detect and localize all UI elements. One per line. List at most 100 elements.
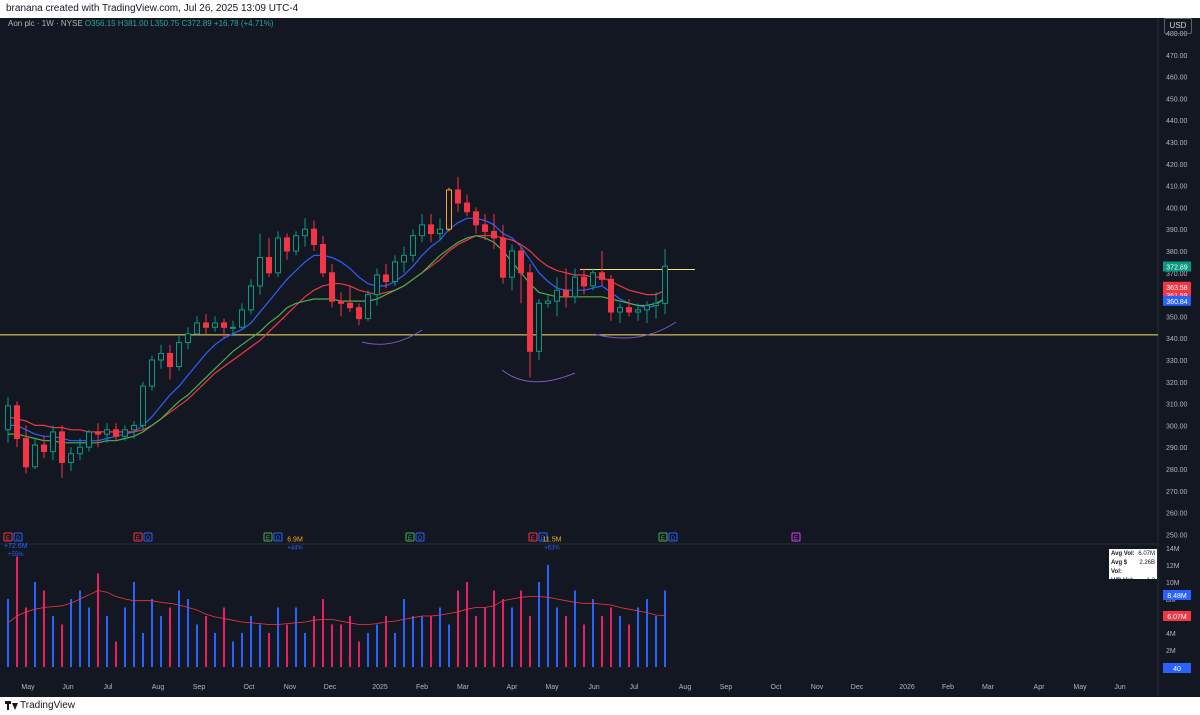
event-marker-label: E <box>266 536 270 542</box>
volume-bar <box>160 616 162 667</box>
time-tick-label: 2025 <box>372 684 388 691</box>
candle-body <box>446 189 452 230</box>
price-tick-label: 400.00 <box>1166 205 1188 212</box>
volume-bar <box>286 624 288 667</box>
volume-ma-line <box>7 590 666 625</box>
volume-bar <box>592 599 594 667</box>
candle-body <box>275 237 281 274</box>
volume-bar <box>133 582 135 667</box>
volume-bar <box>466 582 468 667</box>
candle-body <box>95 431 101 435</box>
candle-body <box>401 254 407 263</box>
candle-body <box>221 322 227 328</box>
candle-body <box>203 322 209 328</box>
candle-body <box>581 276 587 287</box>
volume-bar <box>403 599 405 667</box>
candle-body <box>311 228 317 245</box>
price-tick-label: 330.00 <box>1166 358 1188 365</box>
event-marker <box>13 532 23 542</box>
time-tick-label: Feb <box>416 684 428 691</box>
candle-body <box>509 250 515 278</box>
volume-price-tag <box>1163 663 1191 673</box>
candle-body <box>500 237 506 278</box>
price-tick-label: 280.00 <box>1166 467 1188 474</box>
volume-tick-label: 4M <box>1166 631 1176 638</box>
volume-bar <box>7 599 9 667</box>
candle-body <box>410 235 416 256</box>
candle-body <box>77 446 83 455</box>
event-marker-label: E <box>661 536 665 542</box>
event-marker-label: D <box>541 536 546 542</box>
candle-body <box>212 322 218 328</box>
volume-bar <box>619 616 621 667</box>
price-tick-label: 270.00 <box>1166 489 1188 496</box>
event-marker-label: D <box>16 536 21 542</box>
price-tick-label: 410.00 <box>1166 184 1188 191</box>
price-tag <box>1163 281 1191 292</box>
price-tick-label: 370.00 <box>1166 271 1188 278</box>
time-tick-label: Mar <box>457 684 470 691</box>
candle-body <box>563 289 569 298</box>
candle-body <box>383 274 389 283</box>
event-marker-label: D <box>146 536 151 542</box>
volume-bar <box>601 616 603 667</box>
volume-annotation: 11.5M <box>543 537 562 544</box>
candle-body <box>608 278 614 313</box>
volume-bar <box>349 616 351 667</box>
volume-bar <box>331 624 333 667</box>
price-tag <box>1163 295 1191 306</box>
avg-dollar-vol-row: Avg $ Vol: 2.26B <box>1111 560 1155 575</box>
ohlc-values: O356.15 H381.00 L350.75 C372.89 +16.78 (… <box>84 19 274 28</box>
drawn-arc <box>361 329 423 345</box>
currency-button[interactable]: USD <box>1164 18 1192 34</box>
price-tick-label: 420.00 <box>1166 162 1188 169</box>
volume-price-tag-label: 6.07M <box>1167 614 1187 621</box>
event-marker-label: E <box>531 536 535 542</box>
ud-vol-row: U/D Vol: 1.3 <box>1111 578 1155 584</box>
candle-body <box>464 202 470 213</box>
event-marker-label: D <box>671 536 676 542</box>
volume-bar <box>484 607 486 667</box>
price-tick-label: 300.00 <box>1166 423 1188 430</box>
time-tick-label: Nov <box>284 684 297 691</box>
candle-body <box>23 437 29 468</box>
volume-bar <box>196 624 198 667</box>
volume-bar <box>610 607 612 667</box>
candle-body <box>419 224 425 237</box>
volume-bar <box>313 616 315 667</box>
candle-body <box>167 352 173 368</box>
event-marker-label: D <box>418 536 423 542</box>
volume-bar <box>475 616 477 667</box>
volume-bar <box>538 582 540 667</box>
event-marker <box>415 532 425 542</box>
candle-body <box>284 237 290 252</box>
candle-body <box>455 189 461 204</box>
volume-bar <box>565 616 567 667</box>
time-tick-label: Apr <box>1034 684 1046 691</box>
price-tick-label: 380.00 <box>1166 249 1188 256</box>
volume-stats-box: Avg Vol: 6.07M Avg $ Vol: 2.26B U/D Vol: 1.… <box>1109 549 1157 584</box>
time-tick-label: Feb <box>942 684 954 691</box>
candle-body <box>122 429 128 437</box>
event-marker <box>538 532 548 542</box>
candle-body <box>320 243 326 274</box>
event-marker <box>791 532 801 542</box>
event-marker <box>658 532 668 542</box>
volume-bar <box>646 599 648 667</box>
candle-body <box>293 235 299 252</box>
moving-average-line <box>7 235 666 433</box>
volume-bar <box>430 616 432 667</box>
volume-bar <box>214 633 216 667</box>
time-tick-label: Apr <box>507 684 519 691</box>
event-marker <box>143 532 153 542</box>
price-chart[interactable]: 480.00 470.00 460.00 450.00 440.00 430.00 420.… <box>0 18 1200 697</box>
candle-body <box>185 333 191 344</box>
volume-bar <box>664 590 666 667</box>
price-tag <box>1163 261 1191 272</box>
price-tick-label: 480.00 <box>1166 31 1188 38</box>
volume-bar <box>628 624 630 667</box>
time-tick-label: Jun <box>1114 684 1125 691</box>
candle-body <box>617 307 623 313</box>
price-tick-label: 440.00 <box>1166 118 1188 125</box>
price-tag <box>1163 290 1191 301</box>
